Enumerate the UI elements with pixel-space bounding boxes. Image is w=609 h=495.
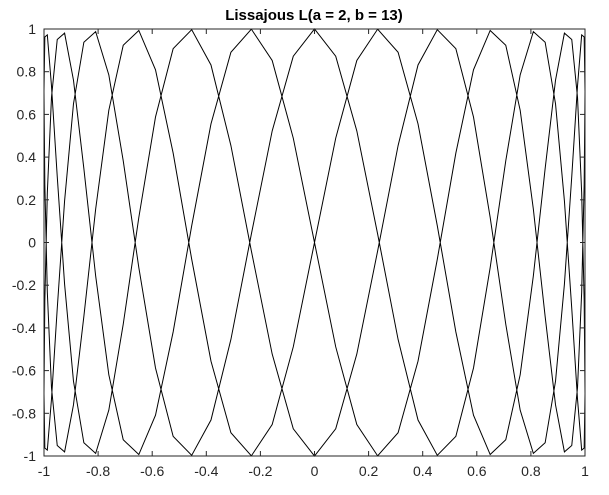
x-ticks: -1 -0.8 -0.6 -0.4 -0.2 0 0.2 0.4 0.6 0.8 1 (38, 29, 589, 479)
x-tick-label: -0.8 (86, 463, 110, 479)
x-tick-label: 1 (581, 463, 589, 479)
y-tick-label: -0.2 (12, 277, 36, 293)
x-tick-label: 0 (311, 463, 319, 479)
x-tick-label: 0.2 (359, 463, 379, 479)
chart-title: Lissajous L(a = 2, b = 13) (225, 7, 403, 24)
y-tick-label: -1 (24, 448, 37, 464)
x-tick-label: -0.4 (194, 463, 218, 479)
y-ticks: 1 0.8 0.6 0.4 0.2 0 -0.2 -0.4 -0.6 -0.8 -1 (12, 21, 585, 464)
y-tick-label: -0.6 (12, 363, 36, 379)
curve-layer (43, 28, 586, 457)
y-tick-label: 0.6 (17, 106, 37, 122)
y-tick-label: -0.4 (12, 320, 36, 336)
y-tick-label: 0.4 (17, 149, 37, 165)
y-tick-label: 0 (28, 235, 36, 251)
y-tick-label: 0.8 (17, 64, 37, 80)
x-tick-label: -1 (38, 463, 51, 479)
x-tick-label: -0.6 (140, 463, 164, 479)
x-tick-label: 0.4 (413, 463, 433, 479)
x-tick-label: 0.8 (521, 463, 541, 479)
y-tick-label: 0.2 (17, 192, 37, 208)
y-tick-label: 1 (28, 21, 36, 37)
x-tick-label: 0.6 (467, 463, 487, 479)
y-tick-label: -0.8 (12, 405, 36, 421)
series-line (43, 28, 586, 457)
x-tick-label: -0.2 (248, 463, 272, 479)
